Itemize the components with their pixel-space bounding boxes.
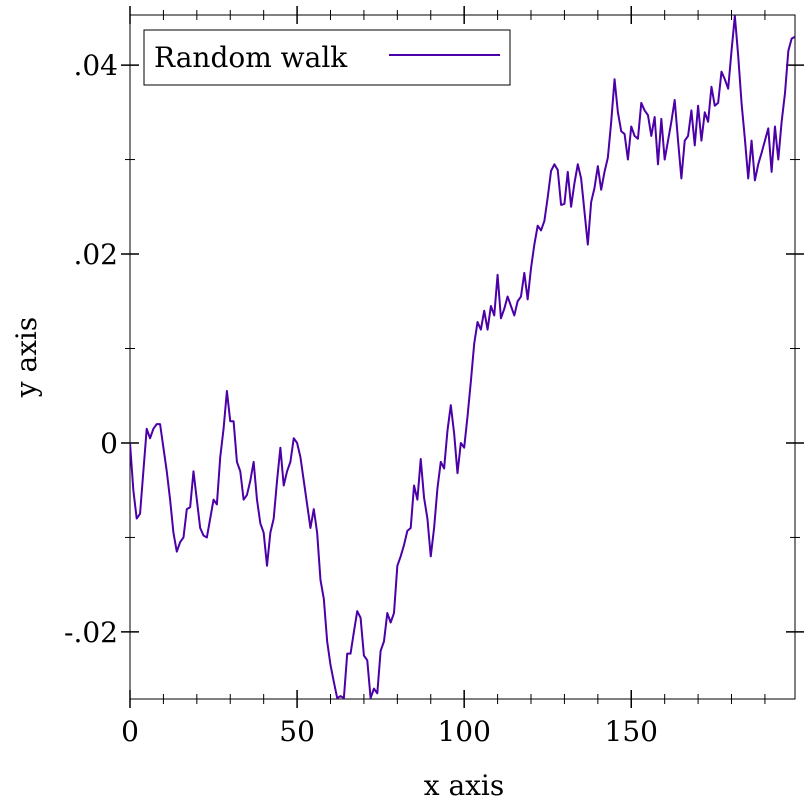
x-tick-label: 100 bbox=[437, 715, 490, 748]
legend-box bbox=[143, 29, 511, 86]
plot-frame bbox=[129, 14, 796, 700]
x-axis-label: x axis bbox=[424, 769, 505, 802]
y-tick-label: -.02 bbox=[64, 616, 118, 649]
y-tick-label: .04 bbox=[73, 49, 118, 82]
x-tick-label: 150 bbox=[605, 715, 658, 748]
plot-area bbox=[130, 15, 795, 699]
y-tick-label: .02 bbox=[73, 238, 118, 271]
data-line bbox=[130, 15, 795, 699]
x-tick-label: 0 bbox=[121, 715, 139, 748]
y-tick-label: 0 bbox=[100, 427, 118, 460]
legend-label: Random walk bbox=[154, 41, 348, 74]
x-tick-label: 50 bbox=[279, 715, 315, 748]
y-axis-label: y axis bbox=[10, 317, 43, 399]
